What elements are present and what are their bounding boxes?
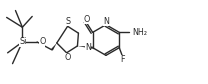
Text: O: O [84, 15, 90, 24]
Text: F: F [120, 55, 124, 64]
Polygon shape [77, 46, 93, 49]
Text: Si: Si [19, 37, 26, 47]
Text: N: N [103, 17, 109, 26]
Text: NH₂: NH₂ [132, 28, 147, 37]
Text: N: N [85, 43, 91, 52]
Polygon shape [51, 43, 57, 51]
Text: S: S [65, 17, 70, 26]
Text: O: O [39, 37, 46, 47]
Text: O: O [64, 53, 71, 62]
